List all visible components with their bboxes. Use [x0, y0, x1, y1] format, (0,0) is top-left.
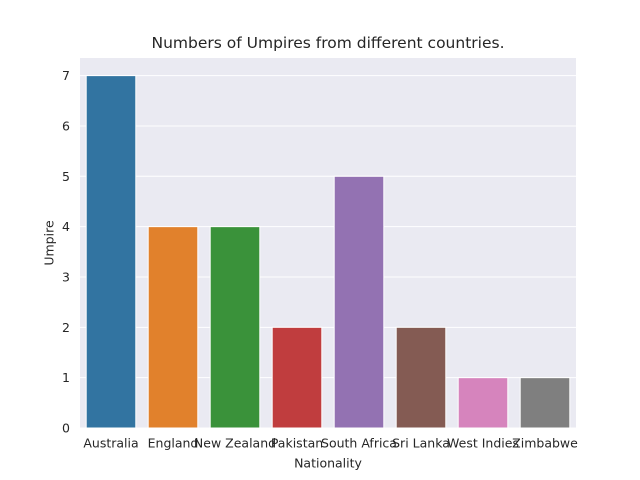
bar-pakistan [271, 326, 323, 429]
bar-england [147, 226, 199, 429]
y-tick-label: 0 [62, 421, 70, 436]
y-tick-label: 1 [62, 370, 70, 385]
bar-sri-lanka [395, 326, 447, 429]
x-tick-label: South Africa [321, 436, 397, 451]
y-tick-label: 4 [62, 219, 70, 234]
y-tick-label: 6 [62, 118, 70, 133]
bar-west-indies [457, 377, 509, 429]
y-tick-label: 2 [62, 320, 70, 335]
x-tick-label: Pakistan [271, 436, 323, 451]
bar-new-zealand [209, 226, 261, 429]
bar-australia [85, 75, 137, 429]
x-tick-label: England [148, 436, 199, 451]
y-tick-label: 5 [62, 169, 70, 184]
x-tick-label: New Zealand [194, 436, 276, 451]
chart-title: Numbers of Umpires from different countr… [152, 34, 505, 52]
y-axis-label: Umpire [42, 220, 57, 266]
x-tick-label: Sri Lanka [392, 436, 450, 451]
bars [85, 75, 571, 429]
x-tick-label: Zimbabwe [512, 436, 578, 451]
x-axis-label: Nationality [294, 456, 362, 471]
bar-zimbabwe [519, 377, 571, 429]
y-tick-labels: 0 1 2 3 4 5 6 7 [62, 68, 70, 435]
x-tick-label: West Indies [447, 436, 519, 451]
x-tick-label: Australia [83, 436, 138, 451]
y-tick-label: 7 [62, 68, 70, 83]
bar-south-africa [333, 175, 385, 429]
y-tick-label: 3 [62, 269, 70, 284]
